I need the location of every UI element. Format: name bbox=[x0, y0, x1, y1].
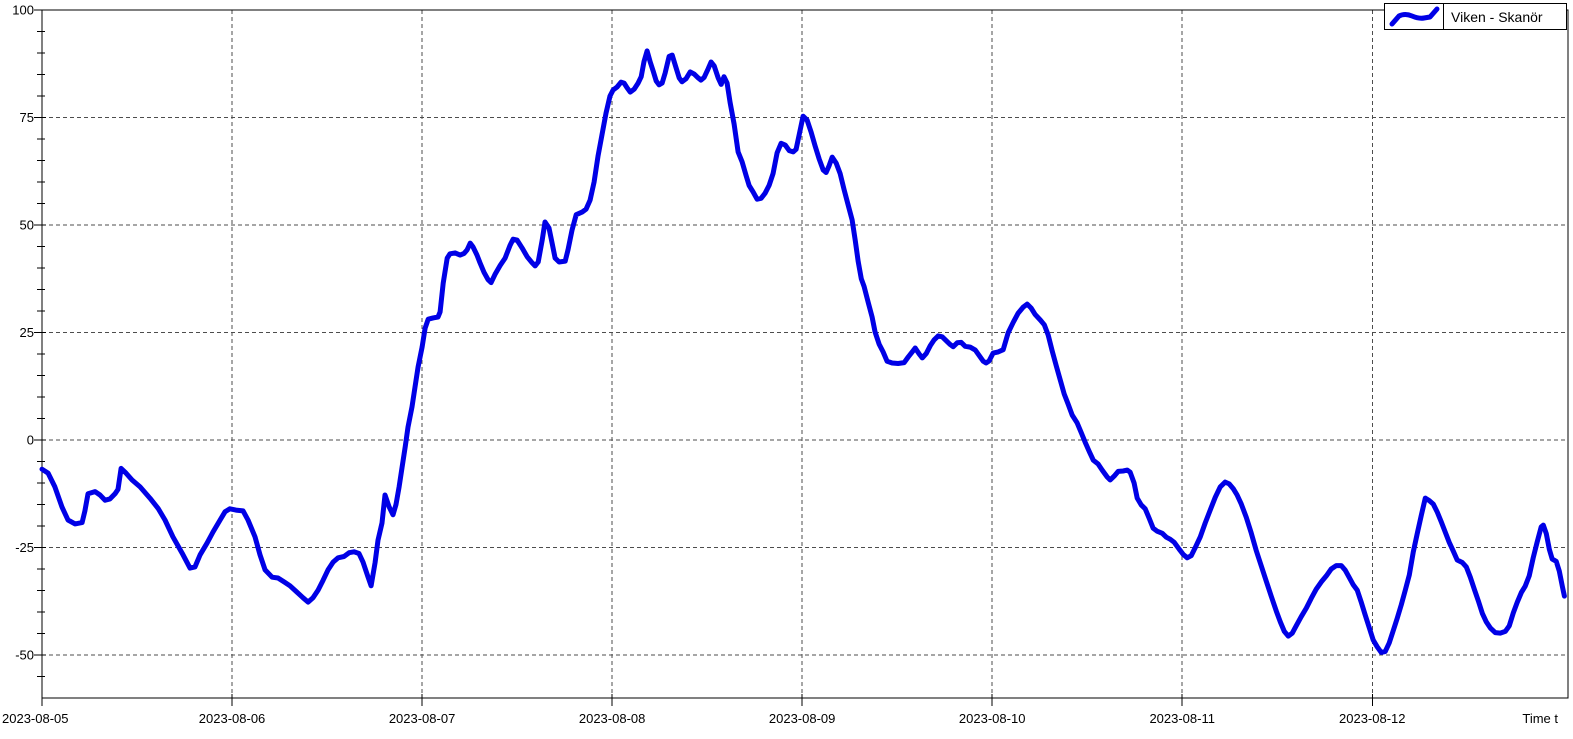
x-tick-label: 2023-08-05 bbox=[2, 711, 69, 726]
x-tick-label: 2023-08-08 bbox=[579, 711, 646, 726]
y-tick-label: -25 bbox=[15, 540, 34, 555]
legend[interactable]: Viken - Skanör bbox=[1384, 3, 1567, 30]
y-tick-label: 25 bbox=[20, 325, 34, 340]
legend-label: Viken - Skanör bbox=[1451, 8, 1543, 25]
y-tick-label: 100 bbox=[12, 3, 34, 18]
y-tick-label: 50 bbox=[20, 218, 34, 233]
x-axis-title: Time t bbox=[1522, 711, 1558, 726]
y-tick-label: 0 bbox=[27, 433, 34, 448]
x-tick-label: 2023-08-07 bbox=[389, 711, 456, 726]
line-sample-icon bbox=[1389, 6, 1439, 27]
legend-sample bbox=[1385, 4, 1444, 29]
x-tick-label: 2023-08-06 bbox=[199, 711, 266, 726]
y-tick-label: -50 bbox=[15, 648, 34, 663]
plot-border bbox=[41, 9, 1569, 699]
series-line bbox=[39, 48, 1567, 655]
x-tick-label: 2023-08-09 bbox=[769, 711, 836, 726]
x-tick-label: 2023-08-10 bbox=[959, 711, 1026, 726]
x-tick-label: 2023-08-12 bbox=[1339, 711, 1406, 726]
x-tick-label: 2023-08-11 bbox=[1149, 711, 1215, 726]
y-tick-label: 75 bbox=[20, 110, 34, 125]
